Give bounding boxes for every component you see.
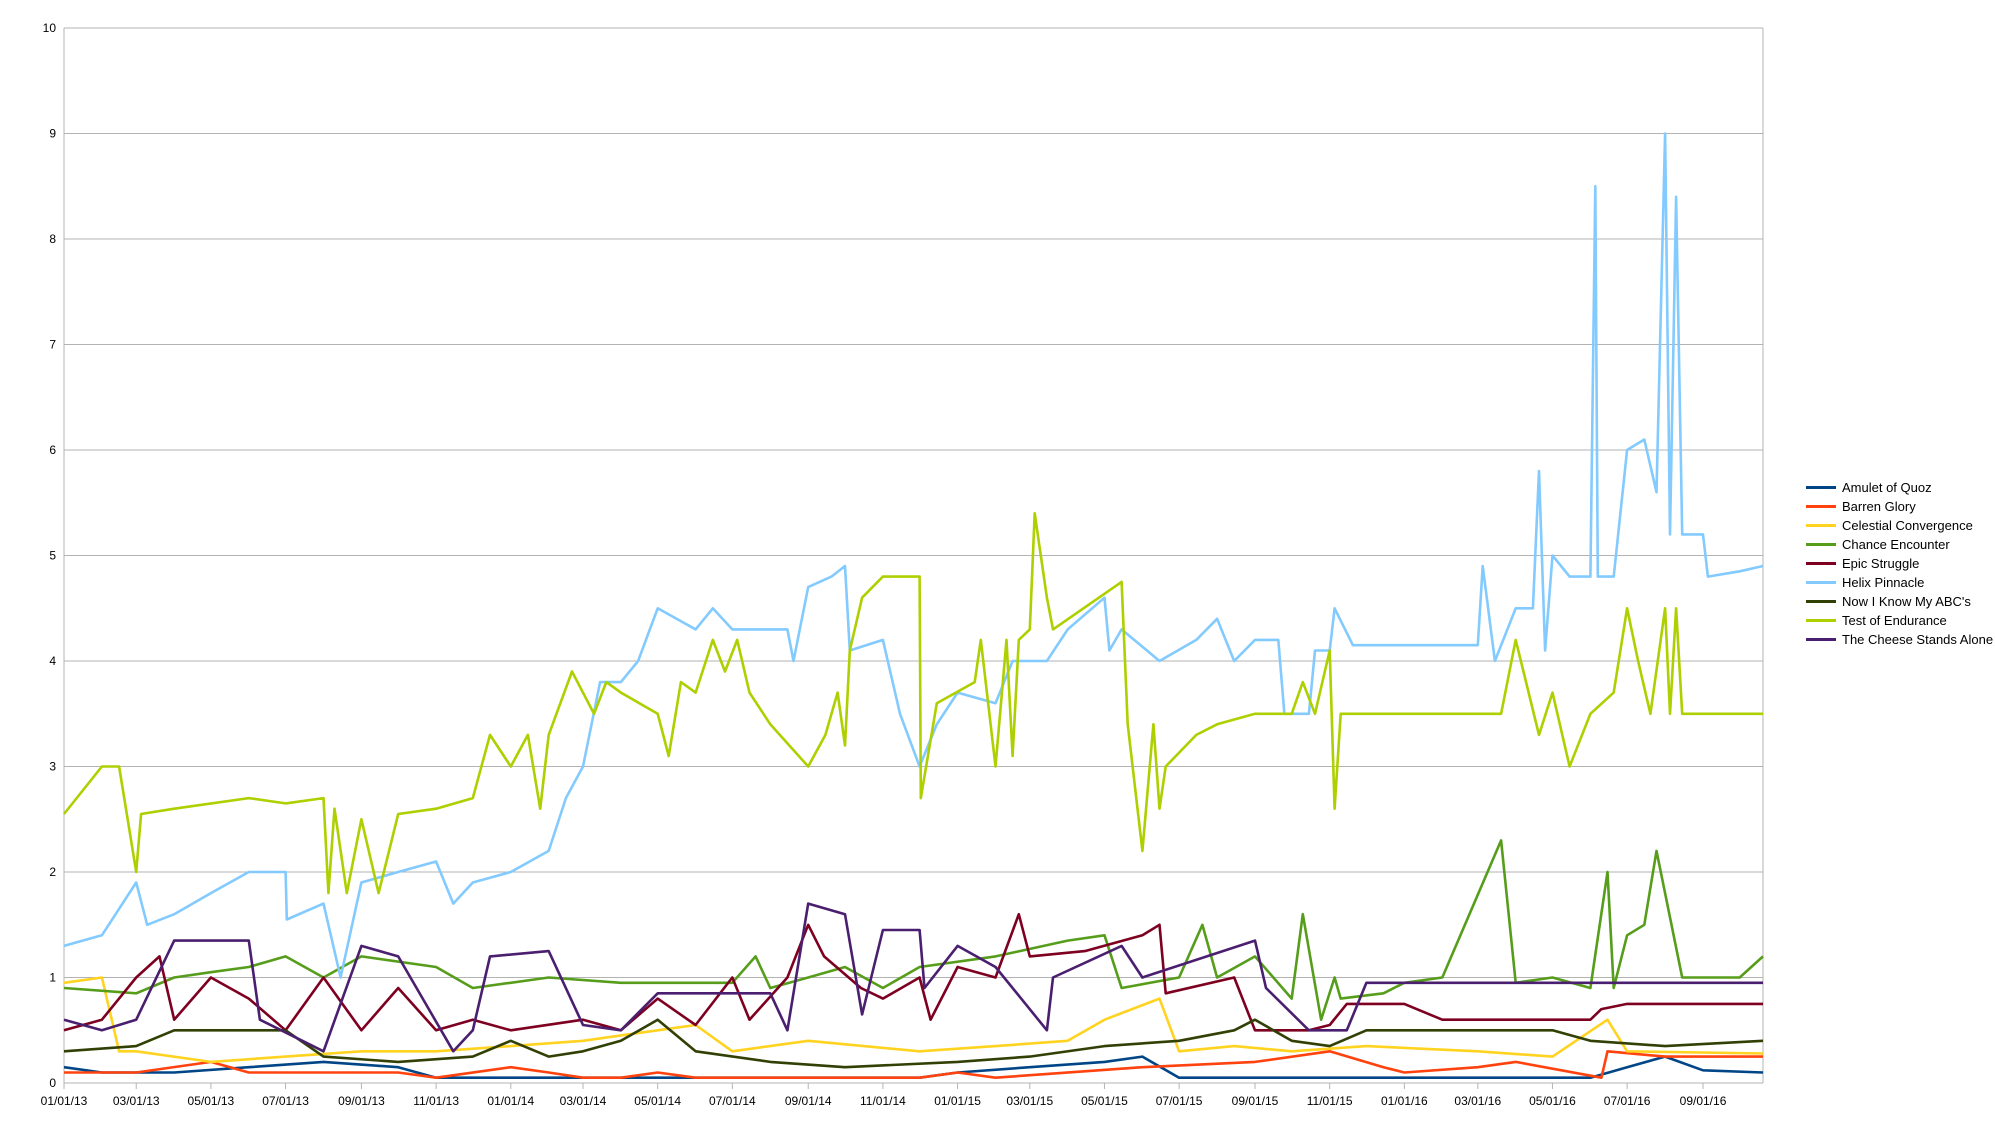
x-tick-label: 05/01/16 <box>1529 1094 1576 1108</box>
x-tick-label: 01/01/14 <box>487 1094 534 1108</box>
legend-label: Helix Pinnacle <box>1842 575 1925 590</box>
x-tick-label: 07/01/13 <box>262 1094 309 1108</box>
x-tick-label: 11/01/13 <box>413 1094 459 1108</box>
series-line-helix-pinnacle <box>63 132 1764 979</box>
x-tick-label: 01/01/15 <box>934 1094 981 1108</box>
y-tick-label: 1 <box>49 971 56 985</box>
x-tick-label: 07/01/15 <box>1156 1094 1203 1108</box>
x-tick-label: 01/01/16 <box>1381 1094 1428 1108</box>
legend-swatch <box>1806 581 1836 584</box>
legend-swatch <box>1806 505 1836 508</box>
legend: Amulet of Quoz Barren Glory Celestial Conv… <box>1806 478 1993 649</box>
series-lines <box>62 132 1764 1079</box>
legend-swatch <box>1806 543 1836 546</box>
legend-label: Barren Glory <box>1842 499 1916 514</box>
x-tick-label: 05/01/13 <box>188 1094 235 1108</box>
legend-label: Chance Encounter <box>1842 537 1950 552</box>
series-line-the-cheese-stands-alone <box>63 902 1763 1053</box>
y-tick-label: 4 <box>49 654 56 668</box>
y-tick-label: 7 <box>49 338 56 352</box>
y-tick-label: 6 <box>49 443 56 457</box>
legend-item: Amulet of Quoz <box>1806 478 1993 497</box>
y-tick-label: 5 <box>49 549 56 563</box>
x-tick-label: 11/01/15 <box>1307 1094 1353 1108</box>
x-tick-label: 03/01/14 <box>560 1094 607 1108</box>
legend-swatch <box>1806 619 1836 622</box>
y-tick-label: 0 <box>49 1076 56 1090</box>
legend-label: The Cheese Stands Alone <box>1842 632 1994 647</box>
legend-item: Celestial Convergence <box>1806 516 1993 535</box>
series-line-amulet-of-quoz <box>63 1055 1764 1079</box>
x-tick-label: 07/01/16 <box>1604 1094 1651 1108</box>
x-tick-label: 09/01/15 <box>1232 1094 1279 1108</box>
y-tick-label: 9 <box>49 127 56 141</box>
legend-label: Test of Endurance <box>1842 613 1947 628</box>
legend-label: Celestial Convergence <box>1842 518 1973 533</box>
legend-swatch <box>1806 600 1836 603</box>
legend-swatch <box>1806 486 1836 489</box>
x-tick-label: 09/01/14 <box>785 1094 832 1108</box>
y-tick-label: 3 <box>49 760 56 774</box>
legend-item: Chance Encounter <box>1806 535 1993 554</box>
legend-swatch <box>1806 638 1836 641</box>
legend-label: Epic Struggle <box>1842 556 1920 571</box>
series-line-test-of-endurance <box>62 511 1763 895</box>
legend-swatch <box>1806 562 1836 565</box>
legend-item: The Cheese Stands Alone <box>1806 630 1993 649</box>
x-tick-label: 09/01/13 <box>338 1094 385 1108</box>
series-line-celestial-convergence <box>63 976 1764 1064</box>
x-tick-label: 09/01/16 <box>1680 1094 1727 1108</box>
x-tick-label: 11/01/14 <box>860 1094 906 1108</box>
legend-item: Epic Struggle <box>1806 554 1993 573</box>
legend-item: Test of Endurance <box>1806 611 1993 630</box>
series-line-chance-encounter <box>63 839 1764 1022</box>
series-line-now-i-know-my-abc-s <box>63 1018 1764 1069</box>
series-line-epic-struggle <box>63 912 1763 1032</box>
legend-swatch <box>1806 524 1836 527</box>
x-tick-label: 03/01/15 <box>1006 1094 1053 1108</box>
legend-item: Now I Know My ABC's <box>1806 592 1993 611</box>
x-tick-label: 05/01/14 <box>634 1094 681 1108</box>
y-tick-label: 2 <box>49 865 56 879</box>
y-tick-label: 10 <box>43 21 57 35</box>
series-line-barren-glory <box>64 1050 1763 1079</box>
x-tick-label: 01/01/13 <box>41 1094 88 1108</box>
legend-label: Now I Know My ABC's <box>1842 594 1971 609</box>
x-axis: 01/01/13 03/01/13 05/01/13 07/01/13 09/01/13… <box>41 1083 1727 1108</box>
legend-label: Amulet of Quoz <box>1842 480 1932 495</box>
x-tick-label: 05/01/15 <box>1081 1094 1128 1108</box>
x-tick-label: 03/01/16 <box>1454 1094 1501 1108</box>
legend-item: Helix Pinnacle <box>1806 573 1993 592</box>
x-tick-label: 07/01/14 <box>709 1094 756 1108</box>
y-tick-label: 8 <box>49 232 56 246</box>
gridlines <box>63 27 1764 1084</box>
legend-item: Barren Glory <box>1806 497 1993 516</box>
y-axis: 0 1 2 3 4 5 6 7 8 9 10 <box>43 21 57 1090</box>
x-tick-label: 03/01/13 <box>113 1094 160 1108</box>
